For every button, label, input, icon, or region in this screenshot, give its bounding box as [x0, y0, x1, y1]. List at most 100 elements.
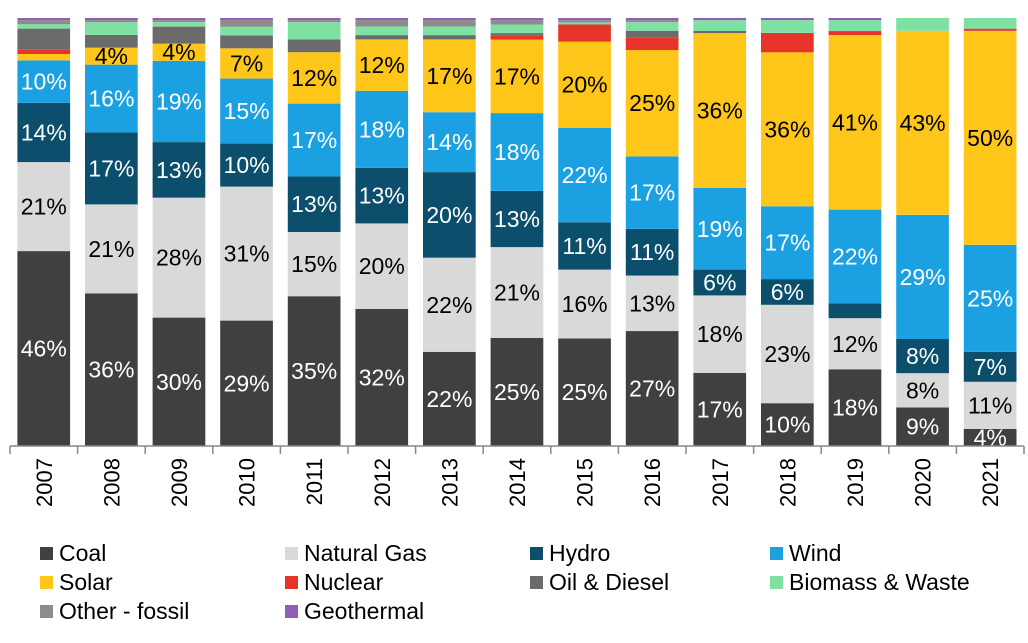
data-label-solar-2020: 43% — [900, 110, 946, 136]
bar-segment-natural-gas-2011 — [287, 232, 341, 297]
data-label-hydro-2007: 14% — [21, 119, 67, 145]
bar-segment-other-fossil-2009 — [152, 20, 206, 23]
bar-segment-nuclear-2016 — [625, 37, 679, 50]
legend-label: Wind — [789, 540, 842, 566]
segment-labels-group: 46% 21% 14% 10% 36% 21% 17% 16% 4% 30% 28% 13% 19% 4%… — [21, 39, 1013, 450]
data-label-wind-2017: 19% — [697, 216, 743, 242]
data-label-wind-2010: 15% — [224, 98, 270, 124]
data-label-natural-gas-2017: 18% — [697, 321, 743, 347]
data-label-hydro-2008: 17% — [88, 155, 134, 181]
bar-segment-other-fossil-2016 — [625, 20, 679, 23]
bar-segment-solar-2007 — [17, 54, 71, 61]
bar-segment-natural-gas-2018 — [761, 304, 814, 404]
data-label-natural-gas-2008: 21% — [88, 236, 134, 262]
legend-item-oil-diesel: Oil & Diesel — [530, 569, 669, 596]
bar-segment-coal-2017 — [693, 372, 747, 446]
data-label-solar-2015: 20% — [562, 72, 608, 98]
bar-segment-natural-gas-2016 — [625, 275, 679, 332]
bar-segment-natural-gas-2014 — [490, 247, 544, 338]
bar-segment-wind-2015 — [558, 127, 611, 223]
bar-segment-solar-2016 — [625, 49, 679, 157]
bar-segment-wind-2021 — [963, 244, 1017, 352]
bar-segment-wind-2011 — [287, 103, 341, 177]
bar-segment-wind-2009 — [152, 60, 206, 143]
bar-segment-coal-2016 — [625, 331, 679, 446]
bar-segment-oil-diesel-2016 — [625, 30, 679, 38]
legend-label: Hydro — [549, 540, 611, 566]
data-label-hydro-2013: 20% — [426, 202, 472, 228]
legend-item-solar: Solar — [40, 569, 113, 596]
data-label-wind-2008: 16% — [88, 86, 134, 112]
legend-item-natural-gas: Natural Gas — [285, 540, 427, 567]
bar-segment-nuclear-2021 — [963, 28, 1017, 31]
bar-segment-biomass-waste-2010 — [220, 26, 273, 36]
bar-segment-hydro-2012 — [355, 167, 409, 224]
legend-item-wind: Wind — [770, 540, 841, 567]
bar-segment-other-fossil-2012 — [355, 20, 409, 27]
bar-segment-nuclear-2015 — [558, 24, 611, 42]
bar-segment-geothermal-2013 — [423, 18, 476, 21]
bar-segment-biomass-waste-2020 — [896, 18, 949, 31]
bar-segment-geothermal-2018 — [761, 18, 814, 21]
data-label-coal-2013: 22% — [426, 386, 472, 412]
data-label-solar-2018: 36% — [764, 116, 810, 142]
data-label-hydro-2018: 6% — [771, 279, 804, 305]
bar-segment-biomass-waste-2011 — [287, 22, 341, 40]
legend-label: Other - fossil — [59, 598, 190, 624]
bar-segment-coal-2009 — [152, 317, 206, 446]
bar-segment-oil-diesel-2010 — [220, 35, 273, 49]
bar-segment-solar-2019 — [828, 35, 882, 210]
bar-segment-solar-2010 — [220, 48, 273, 79]
bar-segment-geothermal-2007 — [17, 18, 71, 21]
bars-group — [17, 18, 1017, 446]
legend-swatch — [530, 576, 543, 589]
data-label-solar-2014: 17% — [494, 63, 540, 89]
bar-segment-solar-2008 — [85, 47, 138, 65]
bar-segment-biomass-waste-2007 — [17, 24, 71, 29]
bar-segment-other-fossil-2007 — [17, 20, 71, 25]
bar-segment-wind-2017 — [693, 187, 747, 270]
legend-label: Natural Gas — [304, 540, 427, 566]
bar-segment-hydro-2011 — [287, 176, 341, 232]
data-label-coal-2019: 18% — [832, 395, 878, 421]
data-label-natural-gas-2011: 15% — [291, 251, 337, 277]
data-label-solar-2013: 17% — [426, 63, 472, 89]
bar-segment-geothermal-2012 — [355, 18, 409, 21]
x-tick-label-2016: 2016 — [640, 458, 665, 507]
data-label-hydro-2020: 8% — [906, 343, 939, 369]
bar-segment-nuclear-2007 — [17, 49, 71, 54]
bar-segment-natural-gas-2008 — [85, 204, 138, 294]
data-label-coal-2018: 10% — [764, 412, 810, 438]
bar-segment-nuclear-2019 — [828, 31, 882, 35]
data-label-natural-gas-2007: 21% — [21, 194, 67, 220]
bar-segment-oil-diesel-2012 — [355, 35, 409, 40]
data-label-natural-gas-2020: 8% — [906, 377, 939, 403]
legend-label: Biomass & Waste — [789, 569, 970, 595]
bar-segment-other-fossil-2011 — [287, 20, 341, 23]
bar-segment-solar-2021 — [963, 30, 1017, 245]
x-tick-label-2018: 2018 — [775, 458, 800, 507]
x-tick-label-2007: 2007 — [32, 458, 57, 507]
bar-segment-oil-diesel-2014 — [490, 33, 544, 36]
data-label-hydro-2017: 6% — [703, 270, 736, 296]
data-label-natural-gas-2015: 16% — [562, 291, 608, 317]
bar-segment-biomass-waste-2012 — [355, 26, 409, 36]
bar-segment-wind-2012 — [355, 90, 409, 168]
x-tick-label-2010: 2010 — [235, 458, 260, 507]
data-label-solar-2021: 50% — [967, 125, 1013, 151]
data-label-wind-2014: 18% — [494, 139, 540, 165]
bar-segment-oil-diesel-2009 — [152, 26, 206, 44]
bar-segment-solar-2015 — [558, 41, 611, 128]
bar-segment-geothermal-2014 — [490, 18, 544, 21]
bar-segment-coal-2019 — [828, 369, 882, 446]
data-label-hydro-2012: 13% — [359, 183, 405, 209]
bar-segment-geothermal-2015 — [558, 18, 611, 21]
bar-segment-coal-2018 — [761, 403, 814, 446]
bar-segment-natural-gas-2010 — [220, 186, 273, 321]
legend-swatch — [285, 576, 298, 589]
data-label-hydro-2014: 13% — [494, 206, 540, 232]
bar-segment-coal-2008 — [85, 293, 138, 446]
data-label-solar-2009: 4% — [162, 39, 195, 65]
bar-segment-wind-2007 — [17, 60, 71, 103]
bar-segment-coal-2020 — [896, 407, 949, 446]
